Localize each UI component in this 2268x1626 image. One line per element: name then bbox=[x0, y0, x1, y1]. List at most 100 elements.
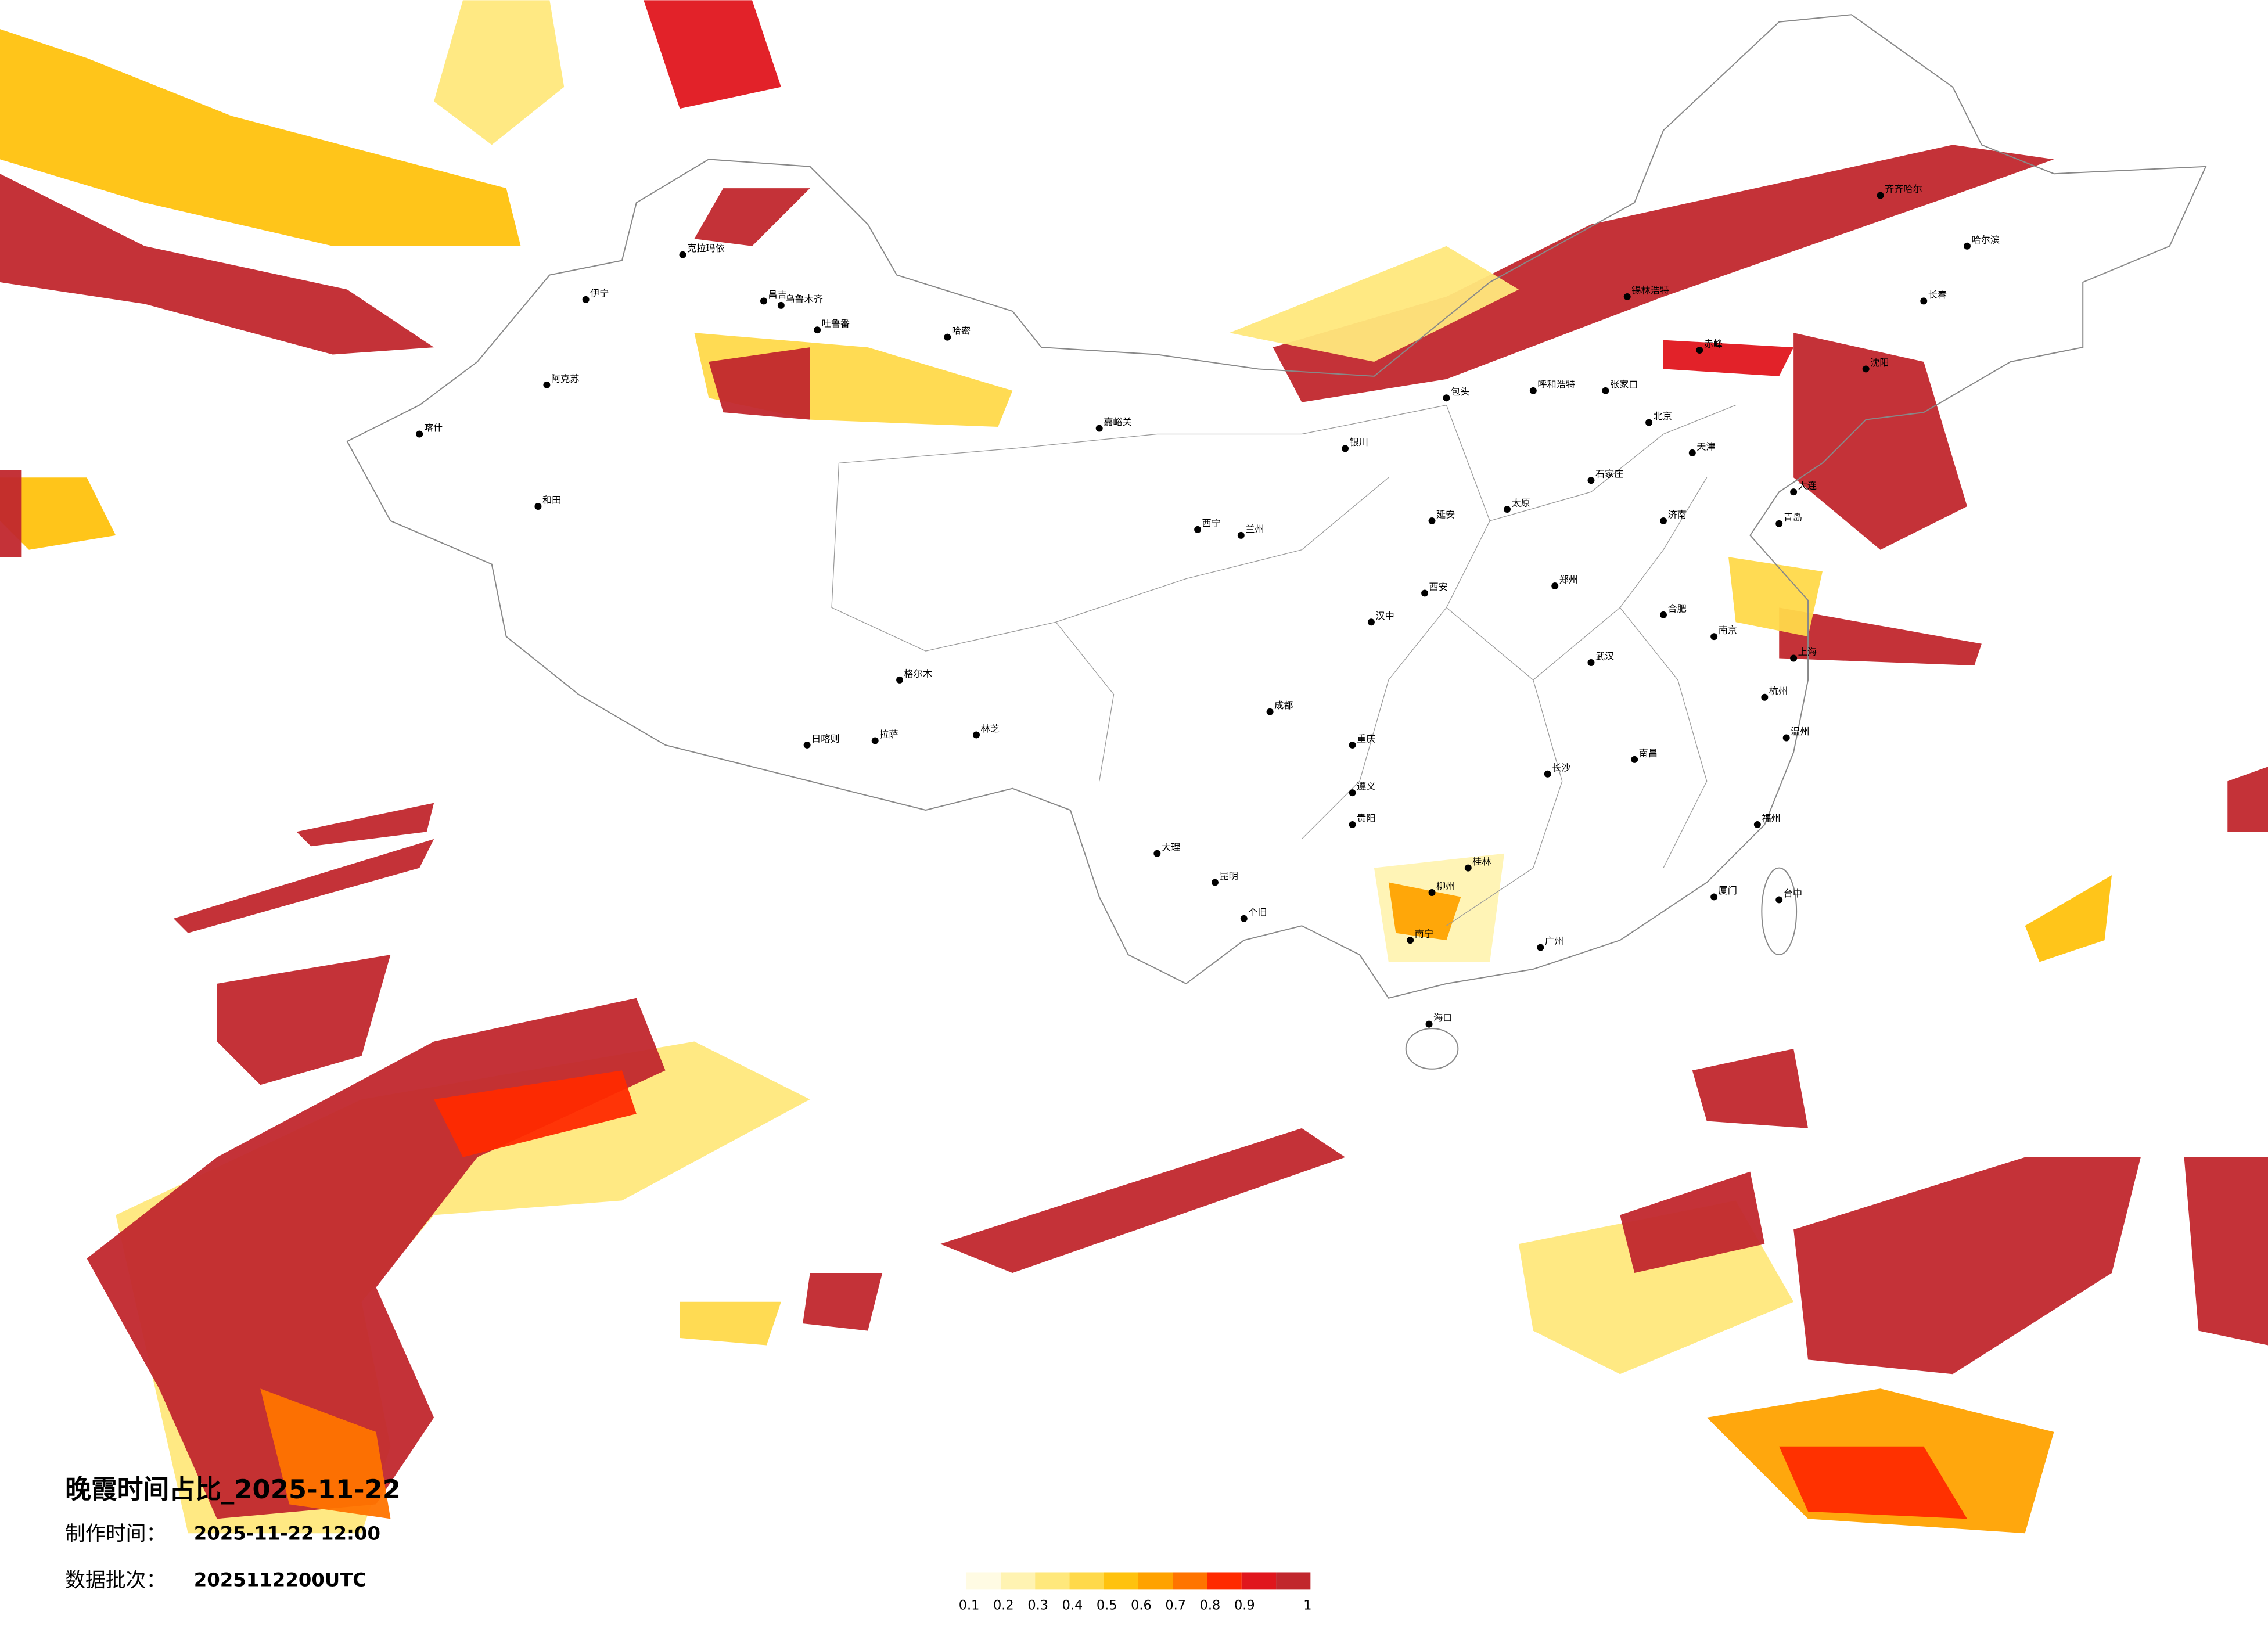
made-label: 制作时间： bbox=[65, 1523, 166, 1546]
city-label: 桂林 bbox=[1472, 856, 1491, 867]
city-label: 阿克苏 bbox=[551, 373, 580, 384]
city-label: 银川 bbox=[1350, 437, 1368, 448]
hainan-outline bbox=[1405, 1028, 1459, 1070]
city-dot bbox=[777, 301, 785, 309]
legend-label: 0.5 bbox=[1097, 1598, 1117, 1613]
province-lines bbox=[831, 404, 1736, 926]
city-dot bbox=[1367, 618, 1375, 626]
legend-swatch bbox=[1035, 1572, 1070, 1590]
city-label: 西宁 bbox=[1202, 517, 1221, 528]
city-label: 伊宁 bbox=[590, 287, 609, 298]
city-dot bbox=[534, 503, 542, 510]
city-dot bbox=[1710, 893, 1718, 901]
city-label: 日喀则 bbox=[811, 733, 840, 744]
city-label: 温州 bbox=[1791, 726, 1809, 737]
city-label: 昆明 bbox=[1219, 870, 1238, 882]
cloud-patch bbox=[2227, 767, 2268, 832]
cloud-patch bbox=[0, 29, 521, 246]
legend-swatch bbox=[1207, 1572, 1242, 1590]
city-label: 石家庄 bbox=[1595, 469, 1624, 480]
legend-label: 0.7 bbox=[1165, 1598, 1186, 1613]
city-dot bbox=[896, 676, 904, 684]
city-label: 和田 bbox=[542, 495, 561, 506]
legend-label: 1 bbox=[1303, 1598, 1311, 1613]
city-label: 张家口 bbox=[1610, 379, 1638, 390]
cloud-patch bbox=[1793, 333, 1967, 550]
city-dot bbox=[1877, 192, 1884, 199]
city-dot bbox=[1920, 297, 1928, 305]
city-label: 呼和浩特 bbox=[1537, 379, 1575, 390]
city-dot bbox=[1623, 293, 1631, 300]
cloud-patch bbox=[940, 1128, 1346, 1273]
cloud-patch bbox=[1273, 145, 2054, 402]
city-label: 遵义 bbox=[1357, 781, 1375, 792]
city-dot bbox=[1710, 633, 1718, 641]
city-dot bbox=[1194, 526, 1202, 533]
legend-label: 0.4 bbox=[1062, 1598, 1083, 1613]
legend-swatch bbox=[1241, 1572, 1277, 1590]
city-dot bbox=[1342, 445, 1349, 452]
city-label: 厦门 bbox=[1719, 885, 1737, 896]
legend-swatch bbox=[1069, 1572, 1104, 1590]
legend-swatch bbox=[1104, 1572, 1138, 1590]
cloud-patch bbox=[644, 0, 781, 109]
city-label: 南京 bbox=[1719, 625, 1737, 636]
city-label: 太原 bbox=[1512, 498, 1530, 509]
city-label: 上海 bbox=[1798, 646, 1817, 657]
city-dot bbox=[814, 326, 821, 334]
city-label: 赤峰 bbox=[1704, 339, 1723, 350]
city-label: 昌吉 bbox=[768, 289, 786, 300]
city-dot bbox=[1660, 611, 1667, 618]
city-dot bbox=[582, 296, 590, 303]
city-dot bbox=[1862, 365, 1870, 373]
city-label: 海口 bbox=[1433, 1012, 1452, 1023]
city-dot bbox=[679, 251, 686, 258]
map-title: 晚霞时间占比_2025-11-22 bbox=[65, 1474, 401, 1505]
city-dot bbox=[1790, 488, 1798, 496]
city-dot bbox=[1587, 659, 1595, 666]
legend-label: 0.1 bbox=[959, 1598, 980, 1613]
city-dot bbox=[416, 430, 423, 438]
cloud-patch bbox=[434, 1070, 637, 1157]
city-label: 大连 bbox=[1798, 480, 1817, 491]
cloud-patch bbox=[1779, 607, 1982, 665]
cloud-patch bbox=[260, 1388, 391, 1519]
city-label: 锡林浩特 bbox=[1631, 285, 1669, 296]
cloud-patch bbox=[803, 1272, 883, 1331]
cloud-patch bbox=[2025, 875, 2112, 962]
city-label: 齐齐哈尔 bbox=[1885, 184, 1922, 195]
taiwan-outline bbox=[1761, 867, 1798, 956]
cloud-patch bbox=[217, 955, 391, 1085]
city-label: 吐鲁番 bbox=[822, 318, 850, 329]
city-dot bbox=[1688, 449, 1696, 456]
city-dot bbox=[1443, 394, 1450, 402]
city-dot bbox=[1421, 589, 1429, 597]
cloud-patch bbox=[709, 347, 810, 420]
legend: 0.1 0.2 0.3 0.4 0.5 0.6 0.7 0.8 0.9 1 bbox=[959, 1572, 1311, 1613]
city-label: 嘉峪关 bbox=[1104, 416, 1132, 427]
legend-label: 0.2 bbox=[993, 1598, 1014, 1613]
legend-label: 0.9 bbox=[1234, 1598, 1255, 1613]
cloud-patch bbox=[1692, 1048, 1809, 1128]
city-label: 天津 bbox=[1696, 441, 1715, 452]
city-label: 包头 bbox=[1451, 386, 1469, 397]
cloud-patch bbox=[2184, 1157, 2268, 1346]
city-label: 汉中 bbox=[1375, 610, 1394, 621]
city-dot bbox=[1775, 896, 1783, 904]
city-dot bbox=[1266, 708, 1274, 715]
cloud-patch bbox=[173, 839, 434, 933]
city-label: 喀什 bbox=[424, 422, 443, 433]
city-dot bbox=[1537, 944, 1544, 951]
city-dot bbox=[1775, 520, 1783, 527]
city-dot bbox=[871, 737, 879, 744]
legend-label: 0.3 bbox=[1027, 1598, 1048, 1613]
made-value: 2025-11-22 12:00 bbox=[194, 1523, 380, 1545]
legend-swatch bbox=[1138, 1572, 1173, 1590]
cloud-patch bbox=[0, 470, 22, 557]
cloud-patch bbox=[680, 1301, 781, 1346]
cloud-patch bbox=[1388, 882, 1461, 941]
cloud-patch bbox=[1728, 557, 1823, 637]
city-dot bbox=[1428, 517, 1436, 524]
city-dot bbox=[1504, 506, 1511, 513]
